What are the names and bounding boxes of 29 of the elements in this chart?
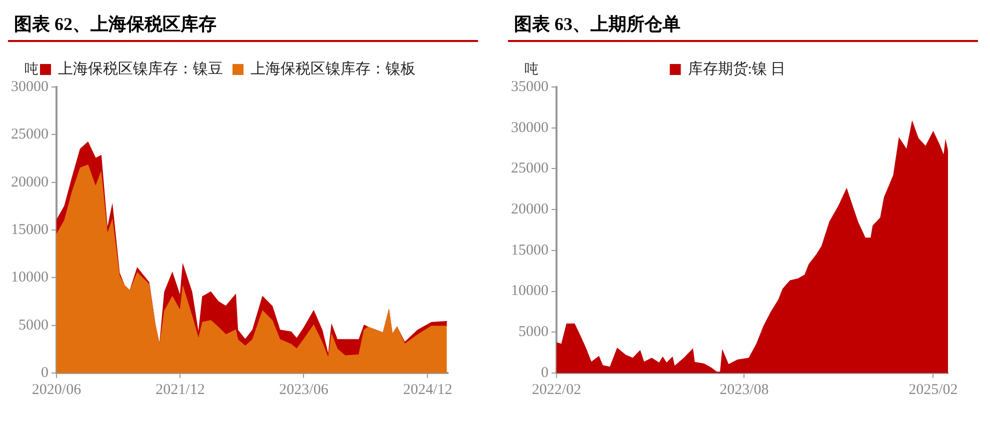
y-tick-label: 0 xyxy=(41,364,48,381)
legend-label: 库存期货:镍 日 xyxy=(688,60,786,78)
x-tick-label: 2023/08 xyxy=(720,382,769,398)
y-tick-label: 25000 xyxy=(511,160,548,177)
y-tick-label: 10000 xyxy=(511,283,548,300)
y-tick-label: 15000 xyxy=(511,242,548,258)
y-tick-label: 5000 xyxy=(518,324,548,340)
y-tick-label: 20000 xyxy=(511,202,548,218)
y-tick-label: 30000 xyxy=(11,78,48,95)
legend-label: 上海保税区镍库存：镍板 xyxy=(250,60,416,78)
y-axis-title: 吨 xyxy=(524,62,538,78)
y-tick-label: 20000 xyxy=(11,174,48,190)
x-tick-label: 2021/12 xyxy=(156,382,205,398)
x-tick-label: 2024/12 xyxy=(403,382,452,398)
y-axis-title: 吨 xyxy=(24,62,38,78)
y-tick-label: 10000 xyxy=(11,270,48,286)
x-tick-label: 2025/02 xyxy=(908,382,958,398)
y-tick-label: 25000 xyxy=(11,126,48,143)
x-tick-label: 2023/06 xyxy=(279,382,329,398)
y-tick-label: 30000 xyxy=(511,120,548,136)
y-tick-label: 15000 xyxy=(11,222,48,238)
y-tick-label: 0 xyxy=(541,364,548,381)
chart-title: 图表 63、上期所仓单 xyxy=(508,8,978,42)
legend-label: 上海保税区镍库存：镍豆 xyxy=(58,60,223,78)
y-tick-label: 5000 xyxy=(18,317,48,334)
chart-title: 图表 62、上海保税区库存 xyxy=(8,8,478,42)
x-tick-label: 2020/06 xyxy=(32,382,82,398)
y-tick-label: 35000 xyxy=(511,78,548,95)
x-tick-label: 2022/02 xyxy=(532,382,582,398)
